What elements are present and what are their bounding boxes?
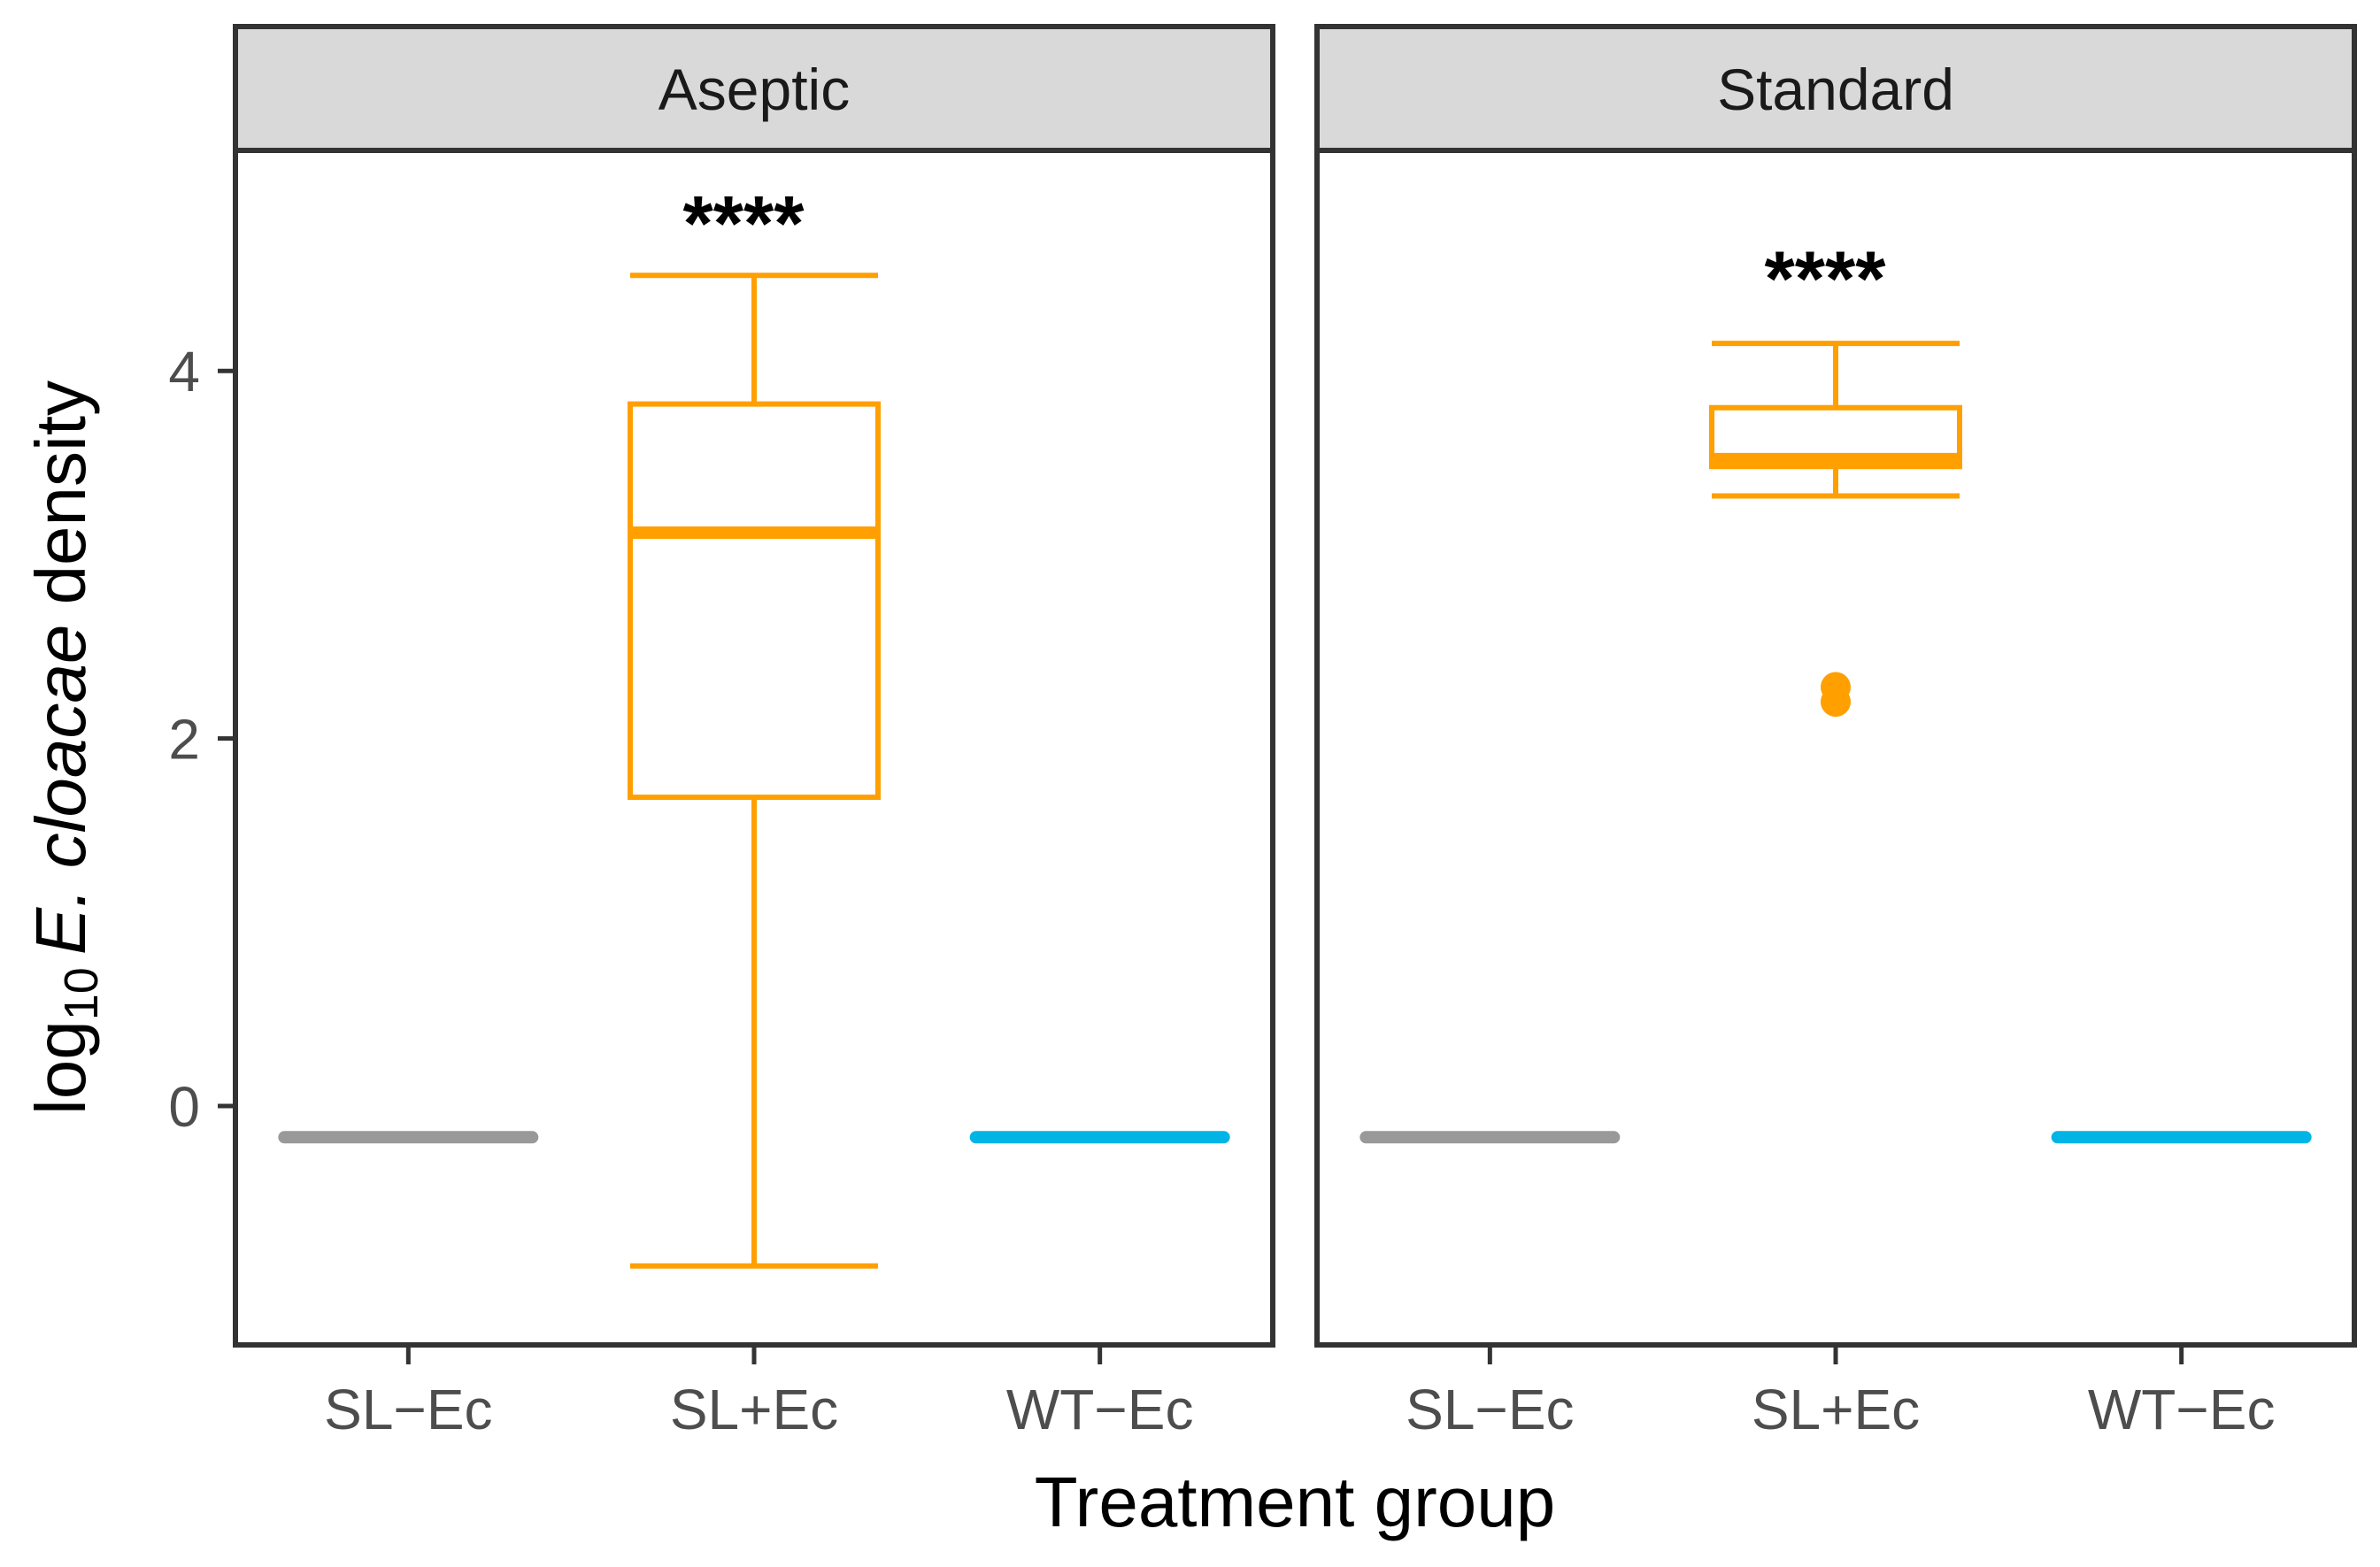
y-axis-title-italic: E. cloacae [21,625,100,956]
x-tick-label-1-0: SL−Ec [1406,1378,1574,1441]
x-tick-label-1-1: SL+Ec [1752,1378,1920,1441]
significance-label-1: **** [1765,234,1887,322]
y-axis: 0 2 4 [168,150,238,1345]
x-tick-label-0-0: SL−Ec [324,1378,492,1441]
panel-aseptic-title: Aseptic [659,57,850,122]
significance-label-0: **** [683,180,805,267]
y-tick-label-0: 0 [168,1075,200,1139]
x-tick-label-0-1: SL+Ec [670,1378,838,1441]
y-axis-title: log10 E. cloacae density [21,380,108,1115]
y-axis-title-subscript: 10 [55,967,108,1020]
y-axis-title-prefix: log [21,1020,100,1115]
y-tick-label-4: 4 [168,340,200,403]
y-tick-label-2: 2 [168,708,200,772]
x-axis: SL−Ec SL+Ec WT−Ec SL−Ec SL+Ec WT−Ec [235,1342,2354,1441]
x-tick-label-0-2: WT−Ec [1006,1378,1194,1441]
box-1-1-outlier-1 [1821,687,1851,718]
panel-standard-title: Standard [1717,57,1954,122]
y-axis-title-suffix: density [21,380,100,625]
x-tick-label-1-2: WT−Ec [2088,1378,2276,1441]
panel-standard-marks: **** [1359,234,2312,1144]
panel-standard: Standard **** [1314,24,2357,1348]
box-0-1 [628,273,881,1269]
x-axis-title: Treatment group [1035,1463,1555,1541]
box-0-1-iqr [628,401,881,801]
panel-aseptic: Aseptic **** [233,24,1275,1348]
box-1-1 [1709,341,1962,718]
panel-aseptic-strip [233,24,1275,153]
panel-aseptic-marks: **** [278,180,1230,1269]
panel-standard-strip [1314,24,2357,153]
